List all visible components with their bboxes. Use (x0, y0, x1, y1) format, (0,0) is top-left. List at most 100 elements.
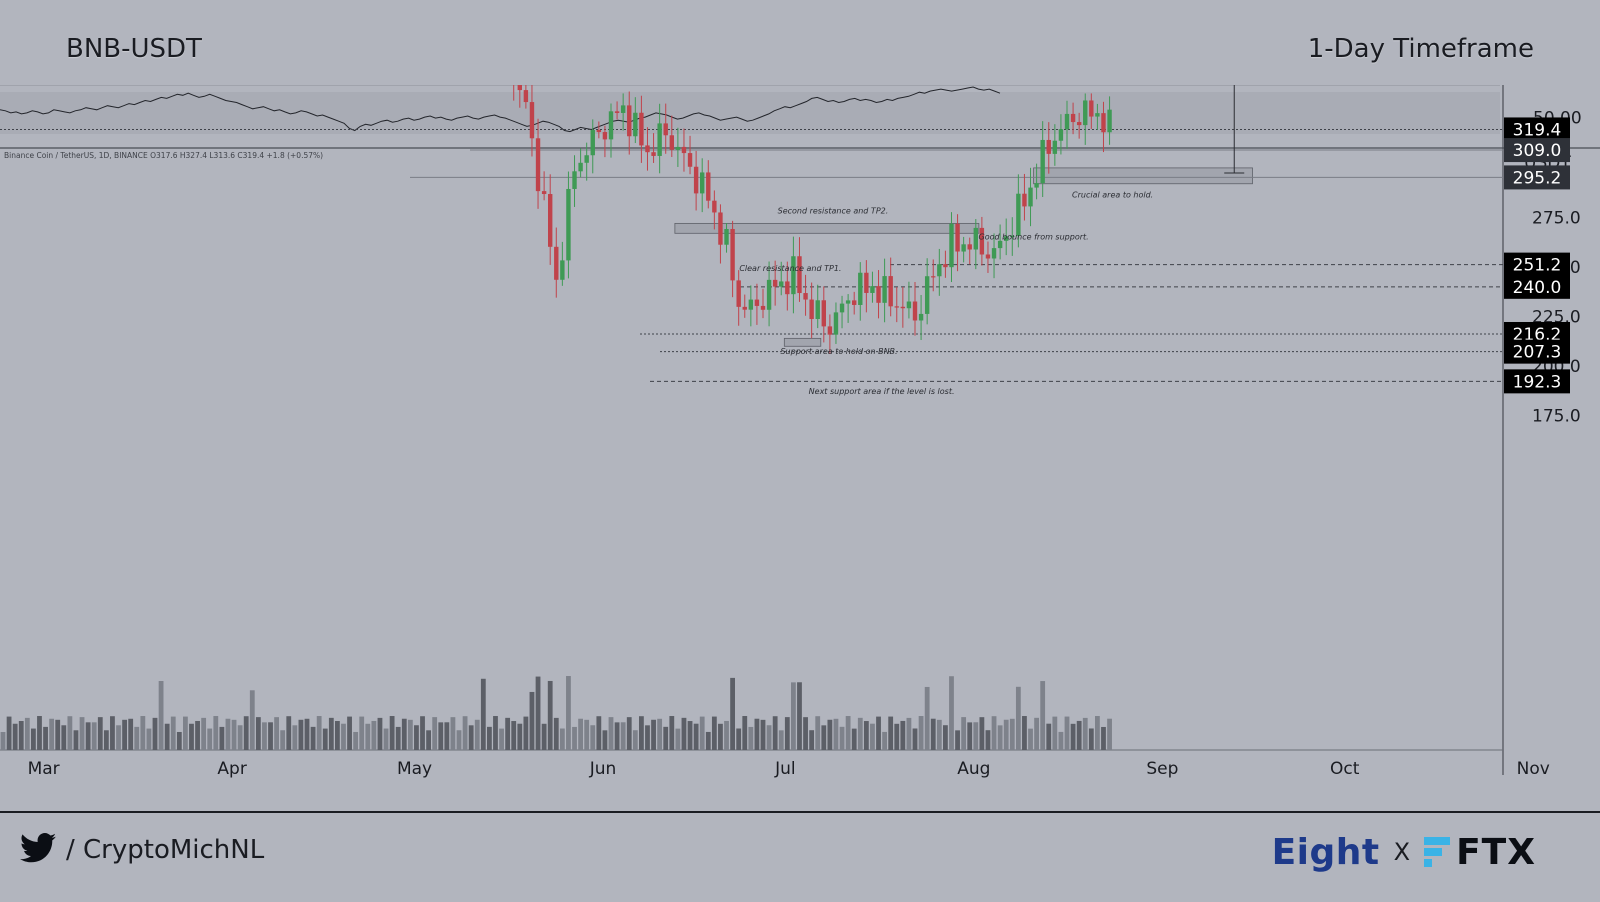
candle-body (602, 132, 608, 140)
brand-logos: Eight X FTX (1272, 827, 1536, 877)
volume-bar (821, 725, 827, 750)
candle-body (931, 276, 936, 278)
candle-body (566, 188, 571, 261)
rsi-band (0, 92, 1500, 134)
volume-bar (371, 720, 377, 750)
twitter-bird-icon[interactable] (20, 833, 56, 863)
annotation: Clear resistance and TP1. (739, 264, 841, 273)
candle-body (748, 299, 754, 310)
volume-bar (243, 716, 249, 750)
volume-bar (705, 731, 711, 750)
footer-bar: / CryptoMichNL Eight X FTX (0, 811, 1600, 902)
x-tick-label: Jun (589, 759, 617, 779)
volume-bar (1107, 718, 1112, 750)
volume-bar (918, 716, 924, 750)
candle-body (815, 300, 820, 320)
volume-bar (73, 730, 79, 750)
second-resistance-zone (674, 222, 980, 234)
volume-bar (724, 720, 729, 750)
volume-bar (61, 725, 67, 750)
volume-bar (0, 732, 6, 750)
volume-bar (979, 717, 985, 750)
volume-bar (6, 716, 12, 750)
price-badge (1504, 138, 1570, 163)
volume-bar (359, 716, 365, 750)
candle-body (1010, 235, 1015, 238)
volume-bar (1058, 731, 1064, 750)
volume-bar (645, 725, 650, 750)
volume-bar (450, 717, 456, 750)
candle-body (870, 286, 875, 293)
candle-body (657, 123, 662, 156)
volume-bar (590, 725, 596, 750)
chart-header: BNB-USDT 1-Day Timeframe (0, 0, 1600, 85)
price-chart[interactable]: 50.00Binance Coin / TetherUS, 1D, BINANC… (0, 85, 1600, 811)
candle-body (888, 276, 893, 307)
candle-body (833, 312, 839, 335)
candle-body (584, 155, 589, 163)
candle-body (1064, 113, 1070, 130)
volume-bar (91, 722, 97, 750)
volume-bar (924, 686, 930, 750)
candle-body (772, 279, 778, 287)
volume-bar (407, 719, 413, 750)
symbol-info: Binance Coin / TetherUS, 1D, BINANCE O31… (4, 151, 323, 160)
volume-bar (426, 730, 431, 750)
candle-body (1022, 193, 1027, 207)
author-handle[interactable]: / CryptoMichNL (66, 835, 265, 865)
volume-bar (274, 717, 279, 750)
candle-body (1076, 122, 1082, 126)
volume-bar (535, 676, 541, 750)
candle-body (906, 301, 912, 309)
volume-bar (857, 717, 863, 750)
volume-bar (1028, 728, 1033, 750)
volume-bar (43, 726, 48, 750)
price-badge-label: 251.2 (1513, 256, 1562, 276)
volume-bar (152, 717, 158, 750)
volume-bar (772, 716, 778, 750)
volume-bar (480, 678, 486, 750)
volume-bar (566, 676, 571, 750)
candle-body (827, 326, 833, 335)
candle-body (785, 281, 790, 295)
price-badge (1504, 339, 1570, 364)
candle-body (997, 240, 1003, 249)
volume-bar (201, 717, 207, 750)
price-badge (1504, 369, 1570, 394)
volume-bar (778, 730, 784, 750)
candle-body (760, 305, 766, 310)
volume-bar (936, 719, 942, 750)
candle-body (937, 264, 942, 277)
candle-body (633, 112, 638, 137)
price-badge-label: 319.4 (1513, 120, 1562, 140)
volume-bar (195, 720, 200, 750)
candle-body (1040, 139, 1045, 184)
candle-body (985, 254, 991, 259)
candle-body (852, 300, 857, 305)
candle-body (736, 280, 741, 307)
volume-bar (79, 717, 85, 750)
volume-bar (462, 716, 468, 750)
candle-body (627, 105, 632, 137)
candle-body (858, 272, 863, 305)
volume-bar (906, 717, 912, 750)
volume-bar (529, 691, 535, 750)
volume-bar (286, 716, 292, 750)
volume-bar (170, 716, 176, 750)
volume-bar (559, 728, 565, 750)
volume-bar (1101, 726, 1106, 750)
volume-bar (681, 717, 687, 750)
volume-bars (0, 676, 1112, 750)
price-badge-label: 309.0 (1513, 141, 1562, 161)
volume-bar (748, 726, 754, 750)
annotation: Good bounce from support. (979, 232, 1089, 241)
volume-bar (280, 730, 286, 750)
volume-bar (255, 717, 261, 750)
volume-bar (997, 725, 1003, 750)
volume-bar (377, 717, 383, 750)
volume-bar (547, 680, 553, 750)
candle-body (669, 135, 674, 150)
candle-body (1070, 113, 1076, 123)
candle-body (924, 276, 930, 314)
volume-bar (930, 718, 936, 750)
